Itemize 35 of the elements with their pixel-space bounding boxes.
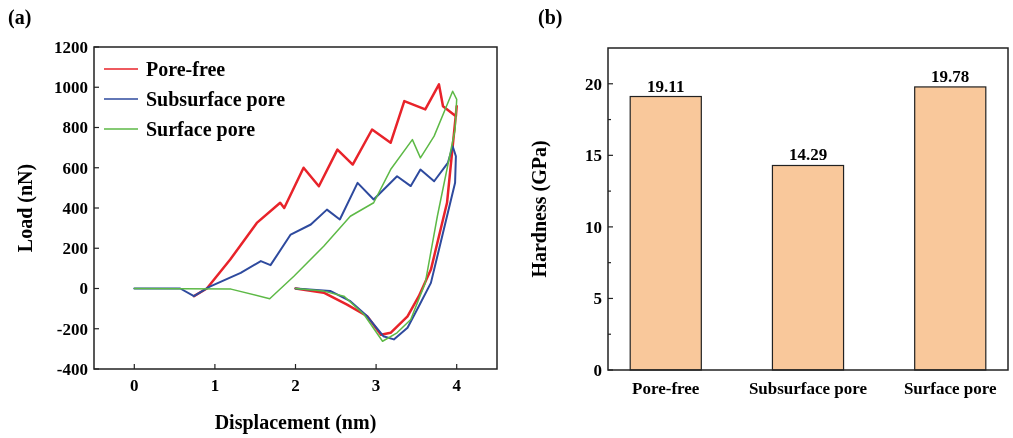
y-tick-label: 1200 — [54, 37, 88, 57]
data-label: 14.29 — [788, 145, 828, 165]
x-tick-label: 2 — [291, 376, 300, 395]
y-tick-label: 5 — [593, 289, 602, 309]
data-label: 19.11 — [647, 76, 685, 96]
x-tick-label: Pore-free — [632, 379, 700, 398]
chart-title: (b) — [538, 6, 563, 29]
x-tick-label: Subsurface pore — [748, 379, 868, 398]
x-tick-label: 3 — [371, 376, 381, 395]
y-axis-title: Load (nN) — [14, 163, 37, 253]
y-tick-label: 10 — [585, 217, 602, 237]
legend-label: Pore-free — [146, 58, 226, 80]
y-tick-label: 0 — [593, 360, 602, 380]
chart-title: (a) — [8, 6, 32, 29]
y-tick-label: 0 — [79, 279, 88, 299]
legend-label: Surface pore — [146, 118, 256, 141]
y-tick-label: 400 — [62, 198, 88, 218]
y-tick-label: 800 — [62, 118, 88, 138]
x-tick-label: 1 — [210, 376, 220, 395]
x-tick-label: Surface pore — [903, 379, 998, 398]
y-axis-title: Hardness (GPa) — [528, 140, 551, 278]
y-tick-label: 20 — [585, 74, 602, 94]
y-tick-label: 1000 — [54, 78, 88, 98]
x-axis-title: Displacement (nm) — [214, 411, 377, 434]
y-tick-label: 600 — [62, 158, 88, 178]
x-tick-label: 0 — [130, 376, 139, 395]
y-tick-label: 15 — [585, 146, 602, 166]
line-series — [133, 90, 458, 342]
x-tick-label: 4 — [452, 376, 462, 395]
data-label: 19.78 — [931, 66, 970, 86]
y-tick-label: -400 — [56, 359, 88, 379]
y-tick-label: 200 — [62, 239, 88, 259]
legend-label: Subsurface pore — [146, 88, 286, 111]
line-series — [133, 145, 457, 341]
y-tick-label: -200 — [56, 319, 88, 339]
